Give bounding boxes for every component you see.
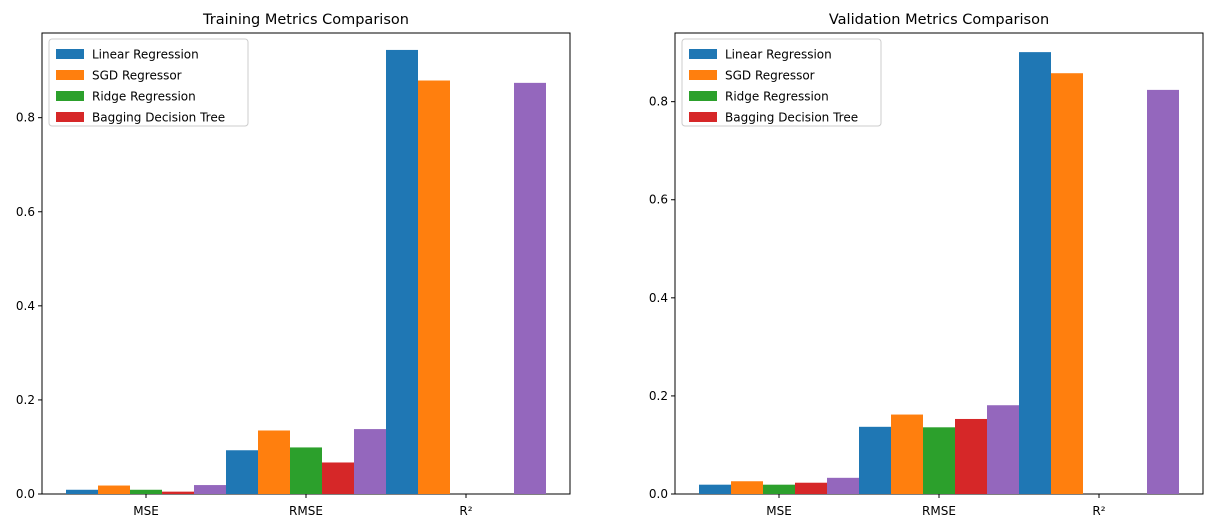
- training-x-tick-label: R²: [459, 504, 472, 518]
- validation-bar-series-5-0: [827, 477, 859, 494]
- training-bar-ridge-regression-1: [290, 447, 322, 494]
- validation-y-tick-label: 0.2: [649, 389, 668, 403]
- training-y-tick-label: 0.6: [16, 205, 35, 219]
- training-bar-bagging-decision-tree-0: [162, 491, 194, 494]
- training-bar-sgd-regressor-0: [98, 485, 130, 494]
- training-bar-sgd-regressor-2: [418, 80, 450, 494]
- training-bar-ridge-regression-0: [130, 489, 162, 494]
- validation-legend-label: SGD Regressor: [725, 69, 815, 83]
- validation-x-ticks: MSE RMSE R²: [766, 494, 1106, 518]
- validation-bar-linear-regression-2: [1019, 52, 1051, 495]
- training-bars: [66, 49, 546, 494]
- training-y-ticks: 0.0 0.2 0.4 0.6 0.8: [16, 111, 42, 501]
- training-legend-label: Ridge Regression: [92, 90, 196, 104]
- validation-bar-series-5-1: [987, 405, 1019, 494]
- training-y-tick-label: 0.0: [16, 487, 35, 501]
- validation-y-tick-label: 0.6: [649, 193, 668, 207]
- training-bar-series-5-2: [514, 82, 546, 494]
- training-legend-label: Bagging Decision Tree: [92, 111, 225, 125]
- training-legend-label: SGD Regressor: [92, 69, 182, 83]
- validation-metrics-chart: Validation Metrics Comparison MSE RMSE R² …: [649, 12, 1204, 518]
- validation-legend-label: Ridge Regression: [725, 90, 829, 104]
- validation-bars: [699, 52, 1179, 495]
- validation-bar-bagging-decision-tree-0: [795, 482, 827, 494]
- validation-bar-ridge-regression-0: [763, 484, 795, 494]
- training-y-tick-label: 0.8: [16, 111, 35, 125]
- training-legend: Linear Regression SGD Regressor Ridge Regr…: [48, 38, 249, 127]
- validation-bar-sgd-regressor-0: [731, 481, 763, 494]
- validation-x-tick-label: R²: [1092, 504, 1105, 518]
- training-y-tick-label: 0.4: [16, 299, 35, 313]
- validation-y-tick-label: 0.8: [649, 95, 668, 109]
- validation-legend-label: Linear Regression: [725, 48, 832, 62]
- validation-legend-swatch: [689, 70, 717, 80]
- validation-bar-linear-regression-1: [859, 426, 891, 494]
- validation-bar-ridge-regression-1: [923, 427, 955, 494]
- validation-x-tick-label: MSE: [766, 504, 792, 518]
- training-x-tick-label: MSE: [133, 504, 159, 518]
- validation-legend-swatch: [689, 112, 717, 122]
- validation-bar-series-5-2: [1147, 89, 1179, 495]
- training-x-tick-label: RMSE: [289, 504, 323, 518]
- validation-legend-swatch: [689, 49, 717, 59]
- validation-bar-sgd-regressor-1: [891, 414, 923, 494]
- training-bar-bagging-decision-tree-1: [322, 462, 354, 494]
- training-bar-series-5-0: [194, 485, 226, 494]
- training-y-tick-label: 0.2: [16, 393, 35, 407]
- validation-legend-swatch: [689, 91, 717, 101]
- validation-legend: Linear Regression SGD Regressor Ridge Regr…: [681, 38, 882, 127]
- validation-bar-bagging-decision-tree-1: [955, 418, 987, 494]
- validation-bar-linear-regression-0: [699, 484, 731, 494]
- training-x-ticks: MSE RMSE R²: [133, 494, 473, 518]
- validation-bar-sgd-regressor-2: [1051, 73, 1083, 494]
- validation-y-tick-label: 0.4: [649, 291, 668, 305]
- training-legend-swatch: [56, 112, 84, 122]
- validation-legend-box: [681, 38, 882, 127]
- validation-chart-title: Validation Metrics Comparison: [829, 12, 1049, 28]
- training-bar-linear-regression-0: [66, 489, 98, 494]
- training-bar-sgd-regressor-1: [258, 430, 290, 494]
- training-legend-box: [48, 38, 249, 127]
- training-bar-linear-regression-1: [226, 450, 258, 494]
- training-metrics-chart: Training Metrics Comparison MSE RMSE R² 0.…: [16, 12, 571, 518]
- training-bar-linear-regression-2: [386, 49, 418, 494]
- training-legend-swatch: [56, 49, 84, 59]
- training-legend-swatch: [56, 91, 84, 101]
- validation-legend-label: Bagging Decision Tree: [725, 111, 858, 125]
- training-legend-swatch: [56, 70, 84, 80]
- validation-y-ticks: 0.0 0.2 0.4 0.6 0.8: [649, 95, 675, 501]
- training-bar-series-5-1: [354, 429, 386, 494]
- training-chart-title: Training Metrics Comparison: [202, 12, 409, 28]
- training-legend-label: Linear Regression: [92, 48, 199, 62]
- validation-x-tick-label: RMSE: [922, 504, 956, 518]
- validation-y-tick-label: 0.0: [649, 487, 668, 501]
